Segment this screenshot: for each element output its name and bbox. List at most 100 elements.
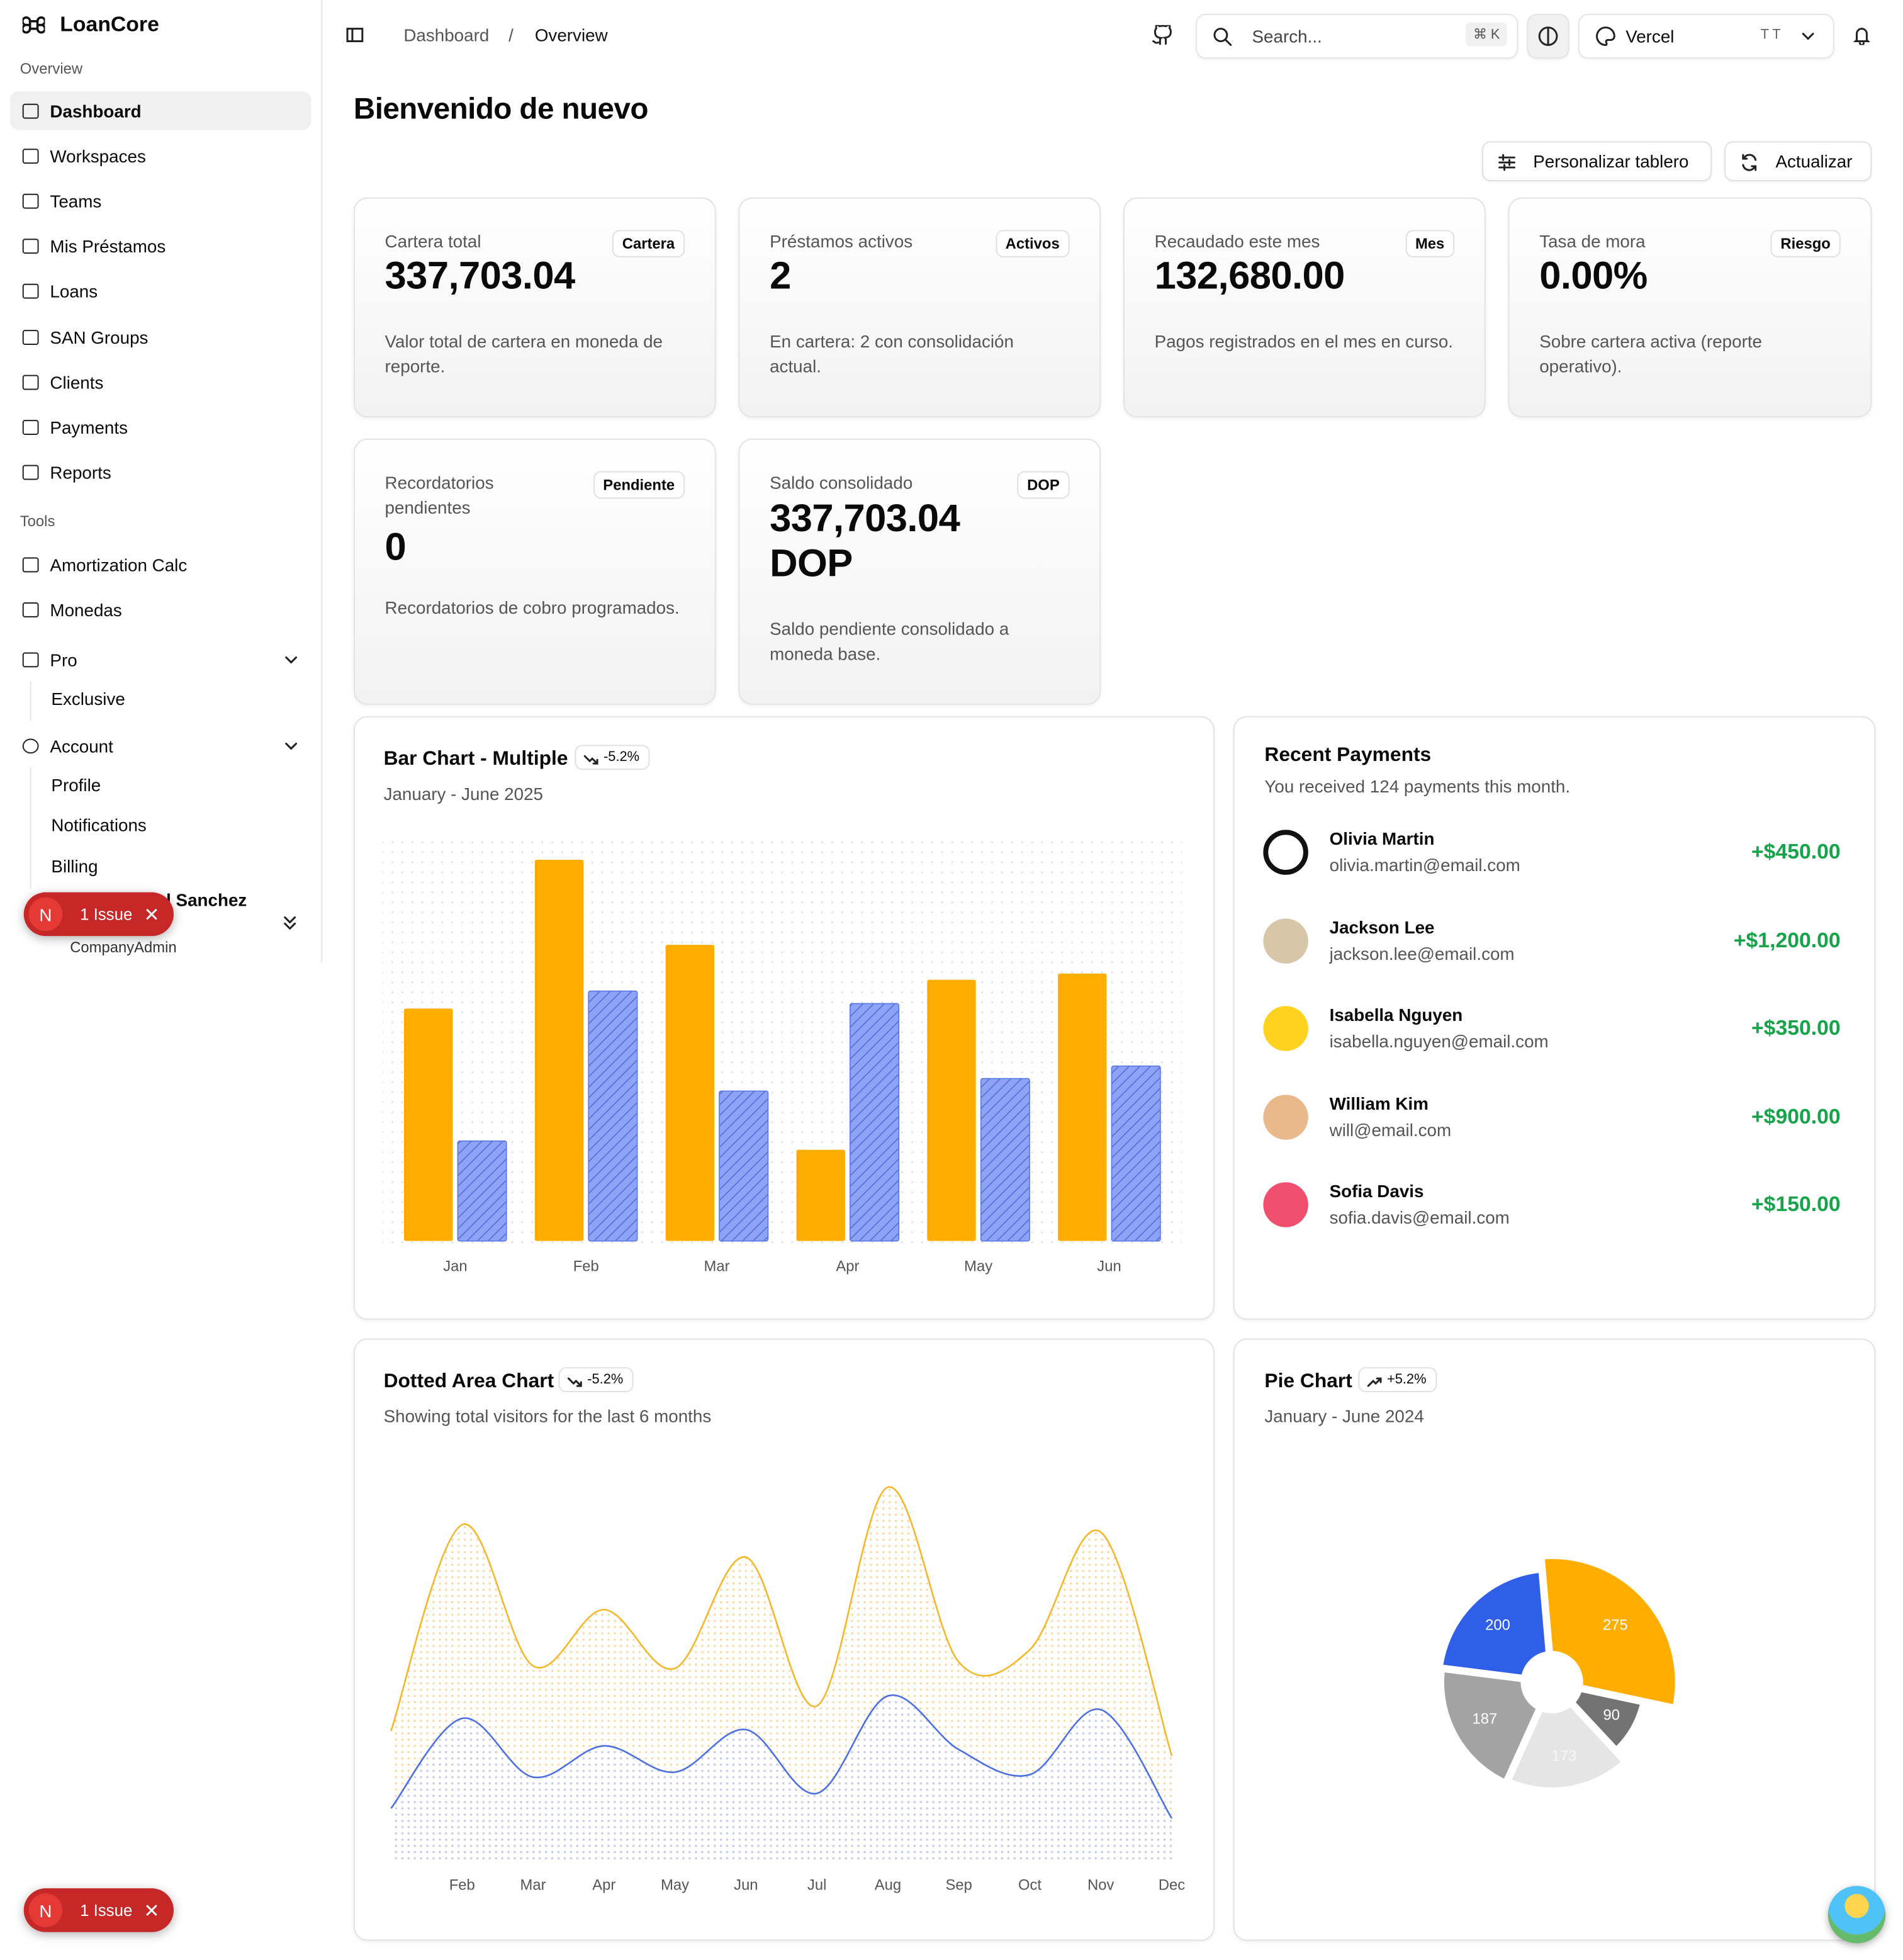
payment-amount: +$900.00 xyxy=(1751,1104,1841,1128)
nav-label: Clients xyxy=(50,372,104,392)
panel xyxy=(353,716,1215,1320)
team-name: Vercel xyxy=(1625,26,1675,47)
button[interactable]: Personalizar tablero xyxy=(1481,141,1712,181)
chart-title: Bar Chart - Multiple xyxy=(383,748,568,770)
card-value: 337,703.04 xyxy=(385,254,576,298)
card-description: En cartera: 2 con consolidación actual. xyxy=(770,331,1014,376)
icon-shape xyxy=(1853,28,1870,45)
nav-label: Workspaces xyxy=(50,145,146,166)
card-value: 0.00% xyxy=(1539,254,1648,298)
floating-avatar[interactable] xyxy=(1827,1886,1886,1944)
issue-badge[interactable]: N 1 Issue ✕ xyxy=(23,1888,174,1932)
avatar xyxy=(1263,1094,1308,1139)
avatar xyxy=(1263,918,1308,963)
nav-icon xyxy=(22,329,39,345)
avatar xyxy=(1263,830,1308,875)
nav-label: Dashboard xyxy=(50,100,142,121)
sub-item[interactable]: Billing xyxy=(51,855,98,876)
card-badge: Mes xyxy=(1405,230,1455,258)
card-value: 337,703.04 DOP xyxy=(770,496,960,585)
payer-email: isabella.nguyen@email.com xyxy=(1329,1031,1549,1051)
button-label: Actualizar xyxy=(1775,151,1853,172)
chart-title: Pie Chart xyxy=(1264,1371,1352,1392)
card-badge: Cartera xyxy=(612,230,685,258)
card-label: Recaudado este mes xyxy=(1154,231,1320,252)
page-title: Bienvenido de nuevo xyxy=(353,92,649,127)
issue-close[interactable]: ✕ xyxy=(143,1900,160,1922)
nav-group-label: Tools xyxy=(20,512,55,530)
stat-card: Tasa de mora Riesgo 0.00% Sobre cartera act… xyxy=(1508,197,1872,418)
payer-email: sofia.davis@email.com xyxy=(1329,1207,1510,1227)
nav-item[interactable]: Clients xyxy=(10,363,312,402)
trend-value: +5.2% xyxy=(1386,1372,1427,1387)
card-badge: Riesgo xyxy=(1770,230,1841,258)
user-name: l Sanchez xyxy=(166,889,247,910)
sub-item[interactable]: Exclusive xyxy=(51,689,125,709)
icon-shape xyxy=(1742,154,1757,171)
nav-collapsible[interactable]: Account xyxy=(10,726,312,765)
sub-item[interactable]: Notifications xyxy=(51,815,147,835)
nav-item[interactable]: Workspaces xyxy=(10,137,312,176)
nav-collapsible[interactable]: Pro xyxy=(10,640,312,679)
payer-email: jackson.lee@email.com xyxy=(1329,943,1515,963)
nav-item[interactable]: Reports xyxy=(10,453,312,492)
nav-label: Reports xyxy=(50,462,111,483)
trend-value: -5.2% xyxy=(587,1372,624,1387)
user-role: CompanyAdmin xyxy=(70,938,177,956)
nav-item[interactable]: Loans xyxy=(10,272,312,311)
card-header: Saldo consolidado DOP xyxy=(770,471,1070,499)
icon-shape xyxy=(346,28,364,43)
card-value: 2 xyxy=(770,254,791,298)
nav-icon xyxy=(22,284,39,300)
payer-name: Olivia Martin xyxy=(1329,828,1435,849)
stat-card: Recordatorios pendientes Pendiente 0 Record… xyxy=(353,438,716,705)
nav-item[interactable]: Dashboard xyxy=(9,91,312,130)
card-description: Sobre cartera activa (reporte operativo)… xyxy=(1539,331,1763,376)
nav-item[interactable]: Mis Préstamos xyxy=(10,227,312,266)
icon-shape xyxy=(1538,26,1558,46)
team-select[interactable]: Vercel T T xyxy=(1578,13,1834,59)
sub-line xyxy=(30,681,31,722)
search-placeholder: Search... xyxy=(1252,26,1322,47)
stat-card: Recaudado este mes Mes 132,680.00 Pagos reg… xyxy=(1123,197,1486,418)
payer-name: Isabella Nguyen xyxy=(1329,1005,1463,1025)
notifications xyxy=(1853,28,1870,45)
nav-icon xyxy=(22,419,39,435)
nav-item[interactable]: Payments xyxy=(10,408,312,447)
payer-email: will@email.com xyxy=(1329,1119,1452,1139)
card-badge: DOP xyxy=(1017,471,1070,499)
button-icon xyxy=(1498,154,1515,171)
issue-badge[interactable]: N 1 Issue ✕ xyxy=(23,892,174,937)
nav-label: Teams xyxy=(50,191,102,211)
icon-shape xyxy=(285,742,298,750)
panel xyxy=(1233,716,1876,1320)
search-box[interactable]: Search... ⌘ K xyxy=(1196,13,1518,59)
button-label: Personalizar tablero xyxy=(1533,151,1689,172)
nav-icon xyxy=(22,651,39,667)
button[interactable]: Actualizar xyxy=(1724,141,1872,181)
issue-close[interactable]: ✕ xyxy=(143,904,160,926)
breadcrumb: / xyxy=(508,25,514,45)
card-header: Préstamos activos Activos xyxy=(770,230,1070,258)
payer-email: olivia.martin@email.com xyxy=(1329,855,1520,875)
nav-item[interactable]: Teams xyxy=(10,182,312,221)
nav-label: Pro xyxy=(50,649,77,670)
team-avatar: T T xyxy=(1760,27,1781,43)
nav-item[interactable]: Monedas xyxy=(10,590,312,629)
stat-card: Cartera total Cartera 337,703.04 Valor tota… xyxy=(353,197,716,418)
nav-item[interactable]: Amortization Calc xyxy=(10,545,312,584)
nav-icon xyxy=(22,375,39,390)
sub-item[interactable]: Profile xyxy=(51,775,101,795)
card-label: Saldo consolidado xyxy=(770,472,913,493)
nav-label: Payments xyxy=(50,417,128,437)
theme-toggle[interactable] xyxy=(1527,13,1569,59)
card-value: 132,680.00 xyxy=(1154,254,1345,298)
card-label: Tasa de mora xyxy=(1539,231,1646,252)
trend-value: -5.2% xyxy=(603,750,640,765)
card-header: Tasa de mora Riesgo xyxy=(1539,230,1841,258)
issue-label: 1 Issue xyxy=(80,904,133,924)
chart-subtitle: Showing total visitors for the last 6 mo… xyxy=(383,1405,712,1426)
nav-item[interactable]: SAN Groups xyxy=(10,317,312,356)
icon-shape xyxy=(1596,26,1615,46)
breadcrumb[interactable]: Dashboard xyxy=(403,25,490,45)
